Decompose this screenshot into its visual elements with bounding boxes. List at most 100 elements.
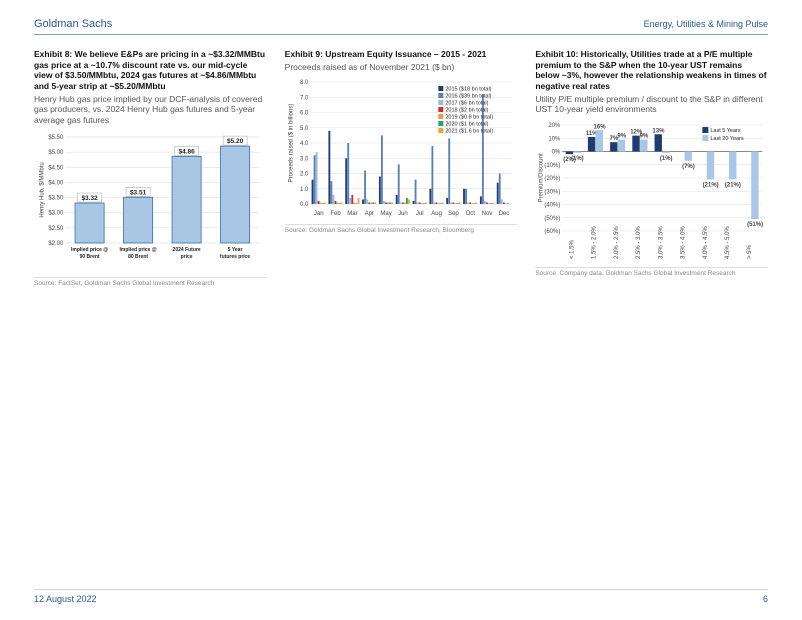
svg-text:2020 ($1 bn total): 2020 ($1 bn total) (445, 122, 488, 128)
svg-text:Sep: Sep (448, 211, 459, 217)
svg-text:(51%): (51%) (747, 222, 763, 228)
svg-text:> 5%: > 5% (748, 244, 754, 259)
svg-text:(20%): (20%) (545, 176, 561, 182)
exhibit-9-subtitle: Proceeds raised as of November 2021 ($ b… (285, 62, 518, 73)
publication-name: Energy, Utilities & Mining Pulse (644, 19, 768, 29)
svg-text:$5.50: $5.50 (48, 135, 64, 141)
svg-text:6.0: 6.0 (300, 111, 309, 117)
page: Goldman Sachs Energy, Utilities & Mining… (0, 0, 802, 287)
svg-text:2.5% - 3.0%: 2.5% - 3.0% (636, 225, 642, 258)
exhibit-10-source: Source: Company data, Goldman Sachs Glob… (535, 267, 768, 277)
svg-text:2024 Future: 2024 Future (173, 247, 201, 253)
page-footer: 12 August 2022 6 (34, 589, 768, 604)
svg-text:Last 20 Years: Last 20 Years (711, 136, 745, 142)
svg-text:(30%): (30%) (545, 189, 561, 195)
svg-text:(21%): (21%) (703, 182, 719, 188)
svg-text:Dec: Dec (498, 211, 509, 217)
svg-text:2018 ($2 bn total): 2018 ($2 bn total) (445, 108, 488, 114)
svg-text:2017 ($6 bn total): 2017 ($6 bn total) (445, 101, 488, 107)
exhibit-8-subtitle: Henry Hub gas price implied by our DCF-a… (34, 94, 267, 126)
svg-text:(50%): (50%) (545, 216, 561, 222)
svg-text:Jun: Jun (398, 211, 408, 217)
svg-text:Implied price @: Implied price @ (120, 247, 157, 253)
svg-text:(10%): (10%) (545, 163, 561, 169)
svg-text:1.5% - 2.0%: 1.5% - 2.0% (592, 225, 598, 258)
svg-text:2021 ($1.6 bn total): 2021 ($1.6 bn total) (445, 129, 493, 135)
svg-text:futures price: futures price (220, 254, 251, 260)
svg-text:0%: 0% (552, 149, 561, 155)
footer-page: 6 (763, 594, 768, 604)
svg-text:3.0: 3.0 (300, 157, 309, 163)
exhibit-8-chart: $2.00 $2.50 $3.00 $3.50 $4.00 $4.50 $5.00 $5.50… (34, 131, 267, 271)
exhibit-10-subtitle: Utility P/E multiple premium / discount … (535, 94, 768, 115)
svg-text:0.0: 0.0 (300, 202, 309, 208)
svg-text:Oct: Oct (465, 211, 475, 217)
svg-text:Premium/Discount: Premium/Discount (539, 153, 545, 202)
svg-text:Jan: Jan (314, 211, 324, 217)
svg-text:Mar: Mar (347, 211, 357, 217)
svg-text:(1%): (1%) (571, 156, 584, 162)
svg-text:$3.32: $3.32 (81, 195, 98, 202)
svg-text:4.0: 4.0 (300, 141, 309, 147)
exhibit-8: Exhibit 8: We believe E&Ps are pricing i… (34, 49, 267, 287)
svg-text:$3.50: $3.50 (48, 196, 64, 202)
svg-text:13%: 13% (653, 128, 666, 134)
exhibit-10: Exhibit 10: Historically, Utilities trad… (535, 49, 768, 287)
svg-text:2016 ($39 bn total): 2016 ($39 bn total) (445, 94, 491, 100)
svg-text:3.5% - 4.0%: 3.5% - 4.0% (681, 225, 687, 258)
brand-name: Goldman Sachs (34, 18, 112, 30)
svg-text:price: price (181, 254, 193, 260)
svg-text:$2.50: $2.50 (48, 226, 64, 232)
svg-text:(1%): (1%) (660, 156, 673, 162)
exhibit-9-chart: 0.0 1.0 2.0 3.0 4.0 5.0 6.0 7.0 8.0 Proceeds rais… (285, 78, 518, 218)
svg-text:Jul: Jul (416, 211, 424, 217)
svg-text:Nov: Nov (481, 211, 492, 217)
svg-text:$4.00: $4.00 (48, 181, 64, 187)
svg-text:5 Year: 5 Year (228, 247, 243, 253)
page-header: Goldman Sachs Energy, Utilities & Mining… (34, 18, 768, 35)
svg-text:9%: 9% (640, 133, 649, 139)
svg-text:10%: 10% (549, 136, 562, 142)
footer-date: 12 August 2022 (34, 594, 97, 604)
svg-text:(7%): (7%) (682, 164, 695, 170)
svg-text:Implied price @: Implied price @ (71, 247, 108, 253)
svg-text:$5.20: $5.20 (227, 138, 244, 145)
svg-text:$3.00: $3.00 (48, 211, 64, 217)
svg-text:16%: 16% (594, 124, 607, 130)
svg-text:Proceeds raised ($ in billions: Proceeds raised ($ in billions) (288, 104, 294, 183)
svg-text:4.5% - 5.0%: 4.5% - 5.0% (725, 225, 731, 258)
svg-text:2.0% - 2.5%: 2.0% - 2.5% (614, 225, 620, 258)
svg-text:Aug: Aug (431, 211, 442, 217)
svg-text:90 Brent: 90 Brent (80, 254, 100, 260)
svg-text:2.0: 2.0 (300, 172, 309, 178)
exhibit-10-title: Exhibit 10: Historically, Utilities trad… (535, 49, 768, 92)
svg-text:Apr: Apr (364, 211, 373, 217)
svg-text:$4.86: $4.86 (178, 149, 195, 156)
svg-text:$2.00: $2.00 (48, 241, 64, 247)
exhibit-10-chart: 20%10%0%(10%)(20%)(30%)(40%)(50%)(60%)Pr… (535, 121, 768, 261)
exhibit-9: Exhibit 9: Upstream Equity Issuance – 20… (285, 49, 518, 287)
exhibit-columns: Exhibit 8: We believe E&Ps are pricing i… (34, 49, 768, 287)
svg-text:May: May (380, 211, 391, 217)
svg-text:$5.00: $5.00 (48, 151, 64, 157)
svg-text:(40%): (40%) (545, 202, 561, 208)
svg-text:1.0: 1.0 (300, 187, 309, 193)
svg-text:8.0: 8.0 (300, 80, 309, 86)
svg-text:(21%): (21%) (725, 182, 741, 188)
svg-text:4.0% - 4.5%: 4.0% - 4.5% (703, 225, 709, 258)
svg-text:7.0: 7.0 (300, 96, 309, 102)
svg-text:2019 ($0.8 bn total): 2019 ($0.8 bn total) (445, 115, 493, 121)
svg-text:$3.51: $3.51 (130, 190, 147, 197)
svg-text:9%: 9% (618, 133, 627, 139)
svg-text:2015 ($18 bn total): 2015 ($18 bn total) (445, 87, 491, 93)
svg-text:80 Brent: 80 Brent (128, 254, 148, 260)
svg-text:5.0: 5.0 (300, 126, 309, 132)
svg-text:(60%): (60%) (545, 229, 561, 235)
exhibit-8-source: Source: FactSet, Goldman Sachs Global In… (34, 277, 267, 287)
exhibit-9-source: Source: Goldman Sachs Global Investment … (285, 224, 518, 234)
svg-text:< 1.5%: < 1.5% (570, 239, 576, 259)
svg-text:Feb: Feb (330, 211, 341, 217)
svg-text:3.0% - 3.5%: 3.0% - 3.5% (659, 225, 665, 258)
svg-text:$4.50: $4.50 (48, 166, 64, 172)
exhibit-9-title: Exhibit 9: Upstream Equity Issuance – 20… (285, 49, 518, 60)
